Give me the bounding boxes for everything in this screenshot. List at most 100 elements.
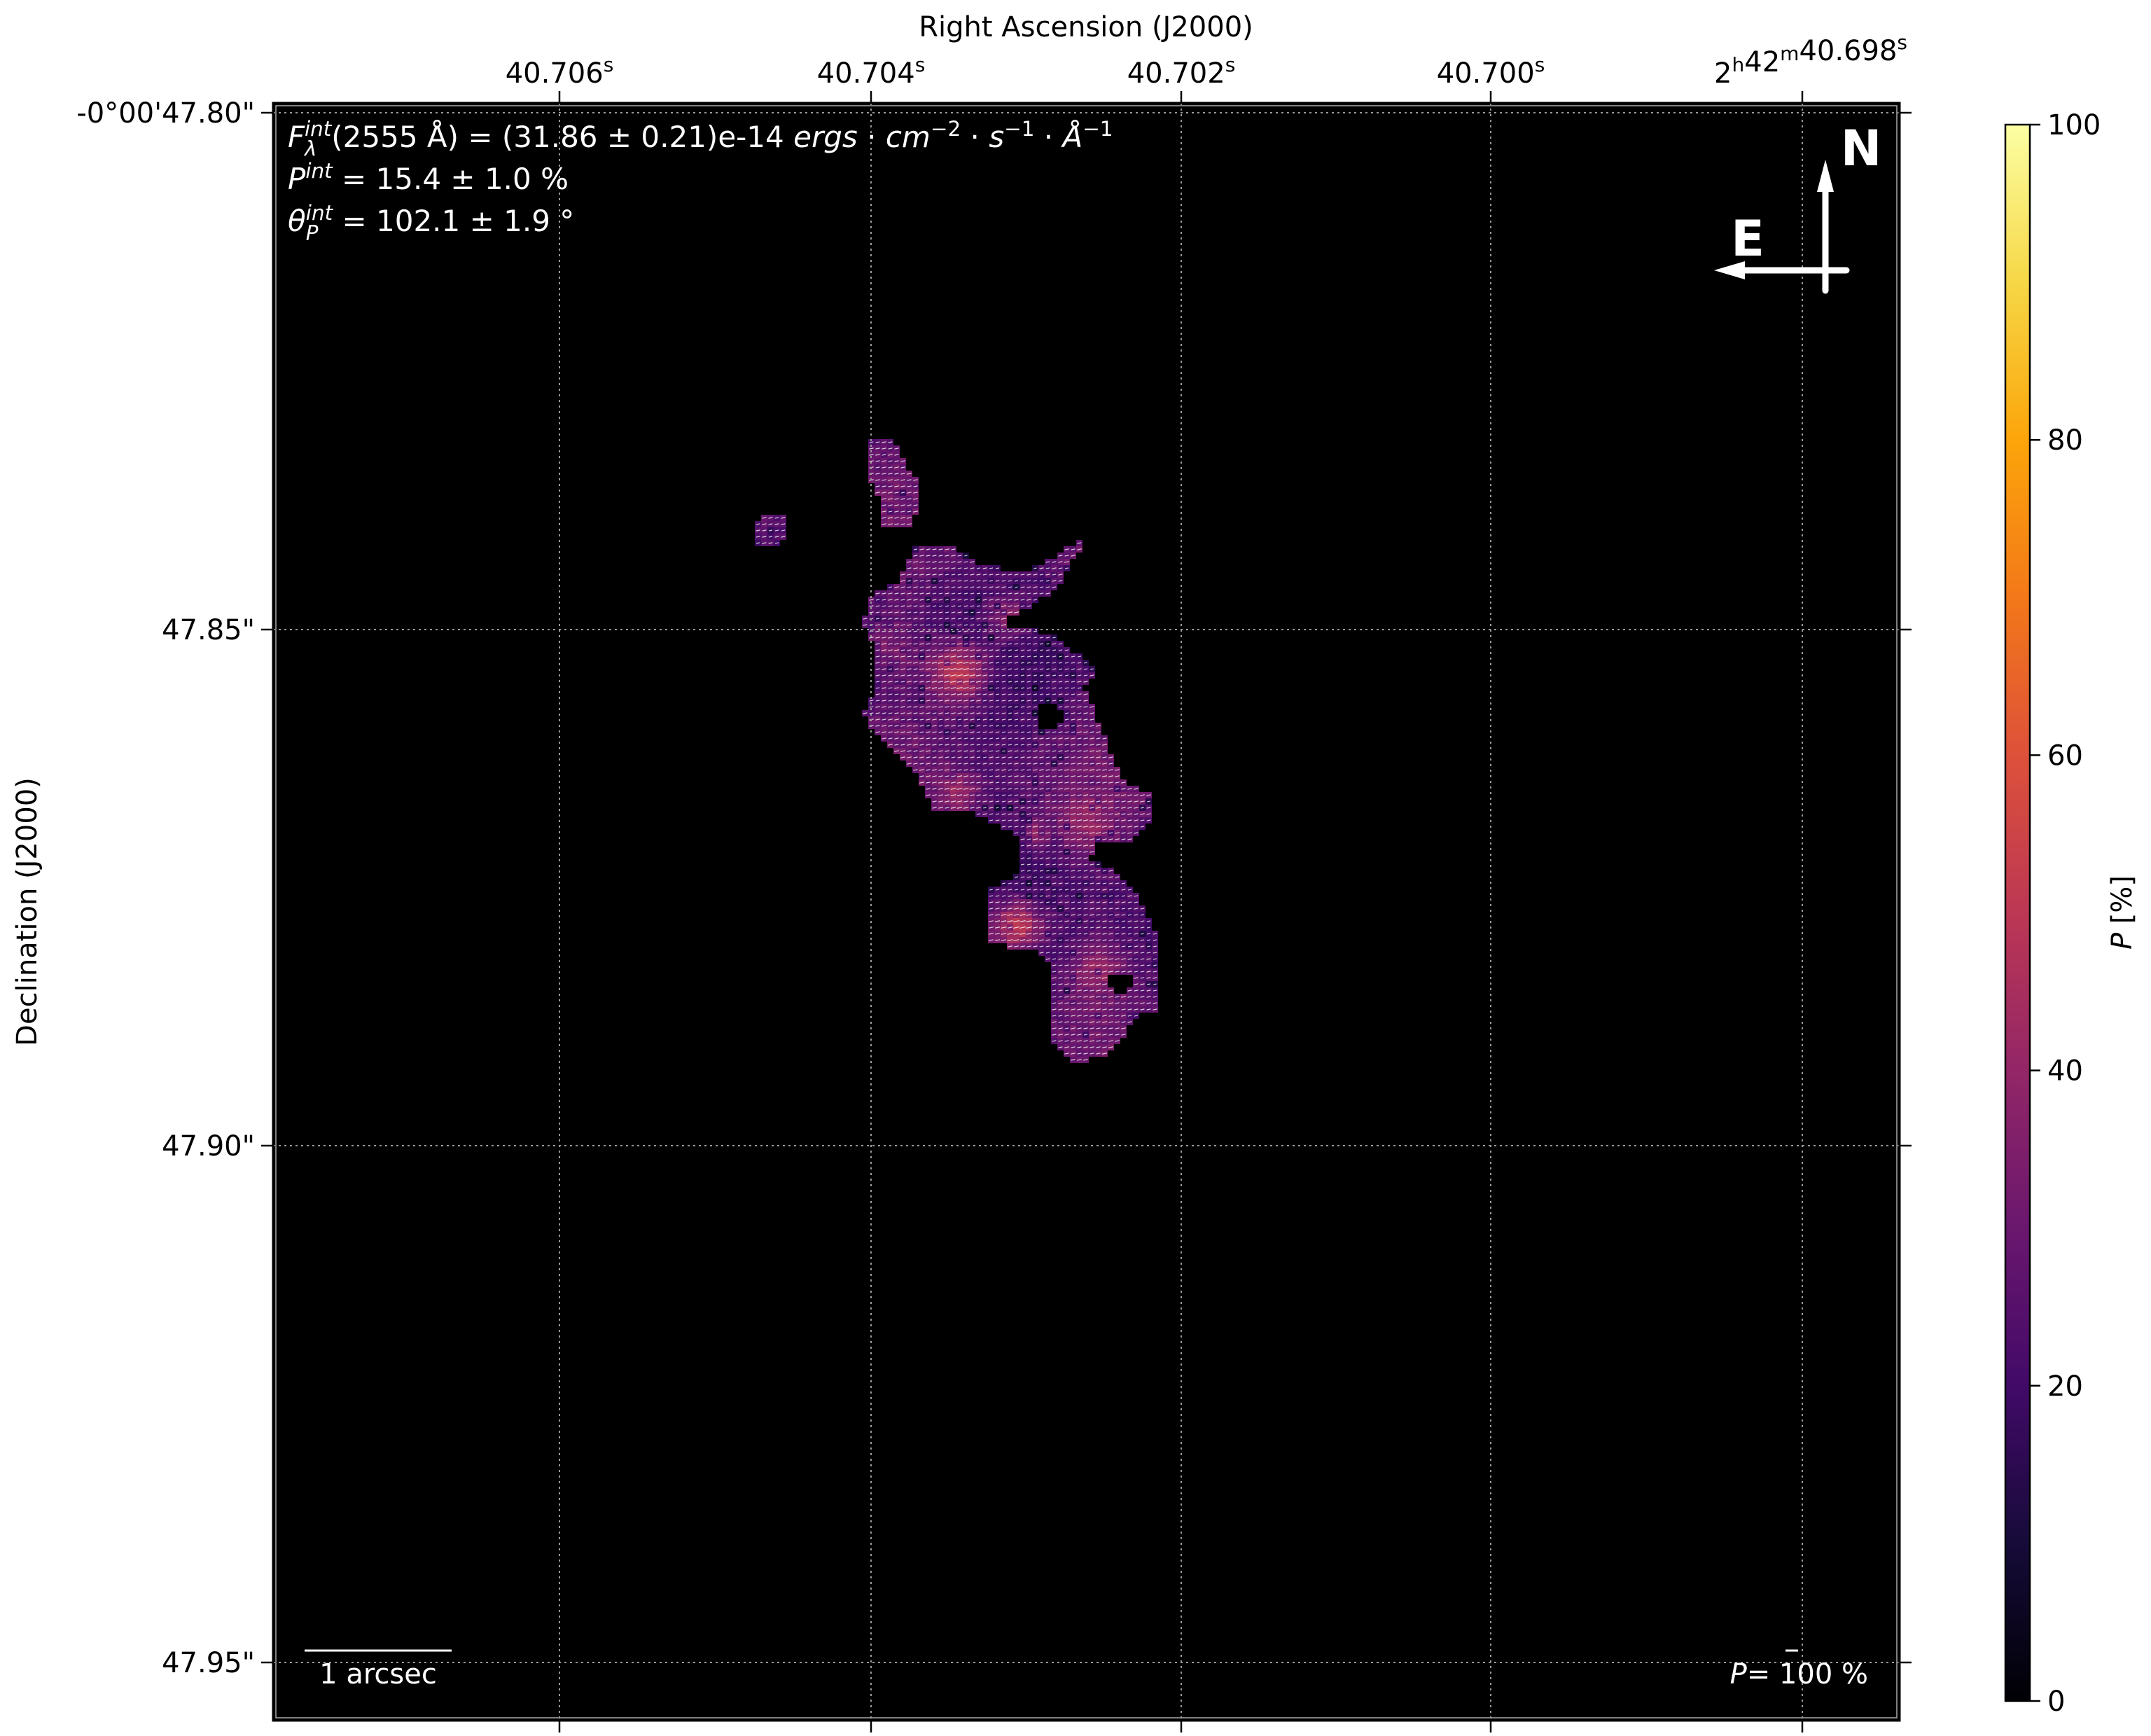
polarization-vector	[982, 649, 987, 651]
polarization-vector	[1058, 1027, 1063, 1029]
polarization-vector	[1039, 945, 1044, 947]
polarization-vector	[938, 756, 943, 758]
polarization-vector	[1059, 700, 1062, 702]
polarization-vector	[781, 536, 786, 538]
polarization-vector	[976, 618, 981, 620]
polarization-vector	[1146, 926, 1151, 929]
polarization-vector	[932, 618, 937, 620]
polarization-vector	[1008, 637, 1012, 639]
polarization-vector	[1083, 718, 1088, 721]
polarization-vector	[963, 618, 968, 620]
polarization-vector	[1083, 826, 1089, 828]
polarization-vector	[926, 618, 931, 620]
polarization-vector	[976, 693, 981, 695]
polarization-vector	[995, 655, 1000, 658]
polarization-vector	[1064, 725, 1069, 727]
polarization-vector	[1008, 655, 1012, 658]
text-segment: s	[1535, 53, 1545, 76]
polarization-vector	[1089, 813, 1095, 815]
polarization-vector	[969, 655, 975, 658]
polarization-vector	[888, 586, 893, 588]
polarization-vector	[932, 763, 937, 765]
polarization-vector	[1090, 775, 1094, 777]
polarization-vector	[1052, 737, 1057, 739]
polarization-vector	[1090, 737, 1094, 739]
polarization-vector	[1071, 926, 1076, 929]
polarization-vector	[1096, 1053, 1101, 1055]
polarization-vector	[1077, 870, 1082, 872]
polarization-vector	[1026, 700, 1031, 702]
polarization-vector	[1121, 1008, 1126, 1011]
polarization-vector	[1001, 914, 1007, 916]
polarization-vector	[938, 618, 943, 620]
polarization-vector	[1014, 637, 1019, 639]
polarization-vector	[1101, 800, 1108, 803]
polarization-vector	[1071, 725, 1075, 727]
polarization-vector	[1058, 1034, 1063, 1036]
polarization-vector	[1014, 649, 1019, 651]
polarization-vector	[956, 788, 963, 790]
polarization-vector	[1045, 737, 1050, 739]
polarization-vector	[1033, 649, 1038, 651]
polarization-vector	[894, 700, 899, 702]
polarization-vector	[956, 681, 963, 683]
polarization-vector	[907, 592, 912, 595]
polarization-vector	[1083, 674, 1088, 676]
polarization-vector	[932, 586, 937, 588]
polarization-vector	[1045, 926, 1050, 929]
polarization-vector	[926, 681, 931, 683]
polarization-vector	[996, 807, 999, 809]
polarization-vector	[1039, 845, 1044, 847]
polarization-vector	[982, 756, 987, 758]
polarization-vector	[969, 788, 975, 790]
polarization-vector	[1076, 807, 1083, 809]
polarization-vector	[1090, 782, 1094, 784]
polarization-vector	[1071, 1008, 1076, 1011]
polarization-vector	[1115, 882, 1120, 884]
polarization-vector	[1095, 958, 1101, 960]
polarization-vector	[1077, 1002, 1082, 1004]
polarization-vector	[963, 649, 969, 651]
polarization-vector	[1033, 586, 1038, 588]
polarization-vector	[1121, 1027, 1126, 1029]
polarization-vector	[1064, 952, 1069, 954]
polarization-vector	[1115, 1008, 1120, 1011]
polarization-vector	[951, 555, 956, 557]
polarization-vector	[1008, 756, 1012, 758]
polarization-vector	[1102, 945, 1107, 947]
polarization-vector	[1096, 971, 1101, 973]
polarization-vector	[1077, 693, 1082, 695]
polarization-vector	[1090, 744, 1094, 746]
polarization-vector	[875, 473, 880, 475]
polarization-vector	[1058, 857, 1063, 859]
polarization-vector	[1071, 744, 1076, 746]
polarization-vector	[957, 700, 962, 702]
polarization-vector	[882, 712, 886, 714]
polarization-vector	[1090, 870, 1094, 872]
polarization-vector	[1045, 838, 1050, 840]
polarization-vector	[1020, 725, 1025, 727]
polarization-vector	[1014, 945, 1019, 947]
polarization-vector	[875, 649, 880, 651]
polarization-vector	[1064, 1027, 1069, 1029]
polarization-vector	[894, 737, 899, 739]
polarization-vector	[888, 681, 893, 683]
polarization-vector	[1083, 882, 1088, 884]
polarization-vector	[1008, 782, 1012, 784]
polarization-vector	[995, 933, 1000, 935]
polarization-vector	[1064, 908, 1069, 910]
polarization-vector	[1008, 826, 1012, 828]
polarization-vector	[1071, 662, 1076, 664]
polarization-vector	[1045, 763, 1050, 765]
polarization-vector	[1140, 971, 1145, 973]
polarization-vector	[888, 649, 893, 651]
polarization-vector	[1014, 826, 1019, 828]
polarization-vector	[1071, 693, 1076, 695]
polarization-vector	[1064, 889, 1069, 891]
polarization-vector	[914, 548, 917, 550]
polarization-vector	[888, 454, 893, 456]
polarization-vector	[938, 592, 943, 595]
polarization-vector	[1114, 794, 1120, 796]
polarization-vector	[1026, 592, 1031, 595]
text-segment: P	[306, 221, 319, 245]
